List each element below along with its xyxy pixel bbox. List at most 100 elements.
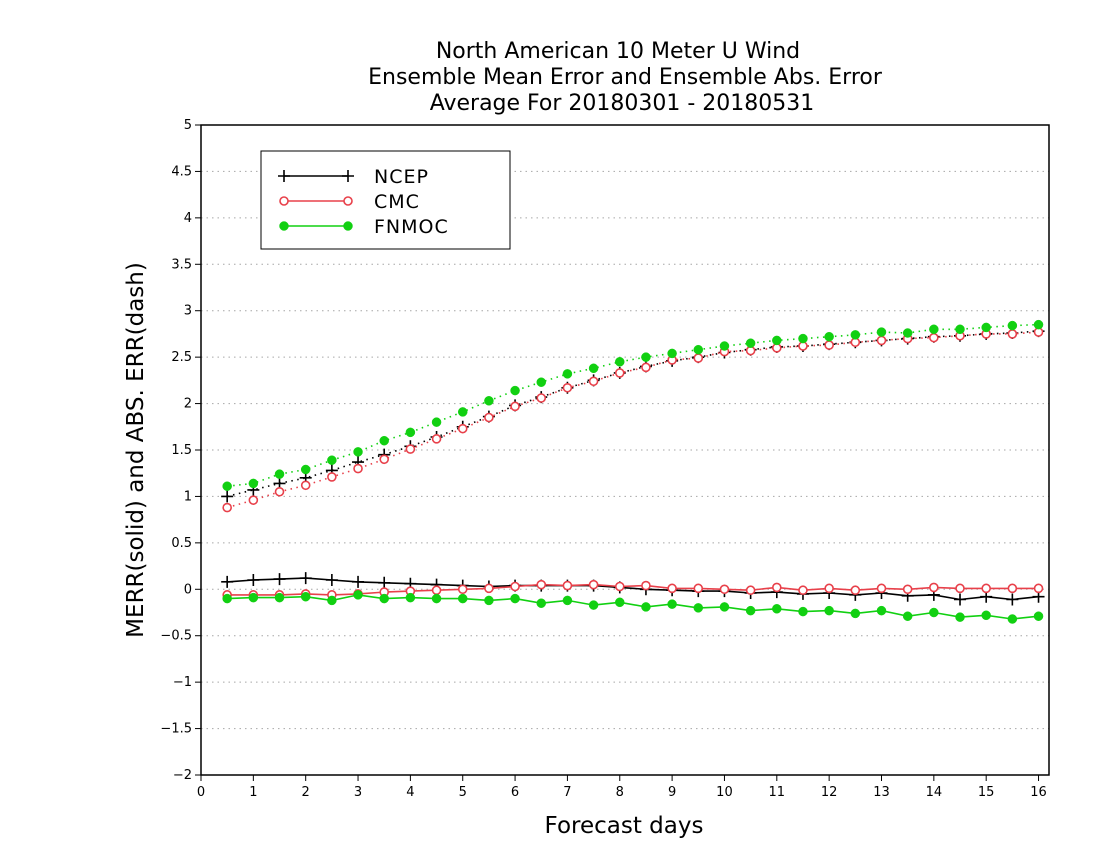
series-ncep-merr-point: [247, 574, 260, 586]
legend-label-fnmoc: FNMOC: [374, 216, 449, 238]
series-fnmoc-abs-err-point: [405, 427, 416, 438]
y-tick-label: 2: [184, 397, 192, 412]
series-fnmoc-merr-point: [536, 598, 546, 608]
y-tick-label: −2: [173, 768, 192, 783]
series-fnmoc-merr-point: [248, 592, 259, 603]
x-tick-label: 13: [873, 785, 890, 800]
series-cmc-merr-point: [719, 584, 730, 595]
legend-label-ncep: NCEP: [374, 166, 429, 188]
chart-title-line-3: Average For 20180301 - 20180531: [430, 91, 815, 116]
series-fnmoc-merr-point: [772, 604, 782, 614]
series-fnmoc-merr-point: [327, 595, 337, 606]
series-cmc-abs-err-point: [405, 444, 416, 454]
series-cmc-abs-err-point: [510, 401, 520, 412]
series-fnmoc-abs-err-point: [693, 344, 704, 355]
x-tick-label: 3: [354, 785, 362, 800]
series-cmc-abs-err-point: [457, 423, 468, 434]
series-fnmoc-abs-err-point: [457, 407, 468, 417]
series-fnmoc-abs-err-point: [745, 338, 756, 348]
series-fnmoc-merr-point: [824, 605, 834, 616]
series-fnmoc-abs-err-point: [222, 481, 232, 491]
series-fnmoc-abs-err-point: [1007, 320, 1018, 331]
series-cmc-merr-point: [431, 585, 442, 596]
series-fnmoc-abs-err-point: [824, 331, 834, 342]
legend-swatch-marker: [278, 170, 290, 182]
series-ncep-merr-point: [325, 574, 338, 586]
series-fnmoc-abs-err-point: [484, 396, 494, 406]
legend-item-fnmoc: FNMOC: [279, 216, 449, 238]
x-tick-label: 10: [716, 785, 733, 800]
series-fnmoc-abs-err-point: [536, 377, 546, 387]
series-cmc-abs-err-point: [248, 495, 259, 505]
series-cmc-merr-point: [824, 583, 834, 594]
series-fnmoc-merr-point: [850, 608, 861, 619]
series-cmc-abs-err-point: [431, 434, 442, 444]
series-fnmoc-merr-point: [798, 606, 808, 617]
series-fnmoc-merr-point: [562, 595, 573, 606]
series-fnmoc-merr-point: [274, 592, 285, 603]
series-cmc-abs-err-point: [484, 412, 494, 423]
y-tick-label: 4: [184, 211, 192, 226]
series-cmc-merr-point: [798, 585, 808, 596]
series-cmc-abs-err-point: [274, 486, 285, 497]
legend-swatch-marker: [279, 221, 289, 231]
series-cmc-abs-err-point: [929, 332, 939, 343]
series-cmc-merr-point: [562, 580, 573, 591]
series-cmc-abs-err-point: [300, 480, 311, 491]
series-cmc-abs-err-point: [876, 335, 887, 346]
legend-box: [260, 150, 511, 250]
series-cmc-abs-err-point: [327, 472, 337, 482]
legend-swatch-marker: [342, 170, 354, 182]
series-fnmoc-abs-err-point: [274, 469, 285, 479]
series-cmc-merr-point: [981, 583, 991, 594]
x-tick-label: 14: [926, 785, 943, 800]
series-fnmoc-abs-err-point: [588, 363, 599, 374]
series-fnmoc-abs-err-point: [300, 464, 311, 475]
series-fnmoc-abs-err-point: [510, 385, 520, 396]
series-ncep-merr-point: [221, 575, 234, 588]
series-cmc-merr-point: [484, 583, 494, 594]
series-cmc-abs-err-point: [588, 376, 599, 387]
x-tick-label: 5: [459, 785, 467, 800]
series-fnmoc-abs-err-point: [772, 335, 782, 346]
series-fnmoc-abs-err-point: [929, 324, 939, 335]
x-tick-label: 9: [668, 785, 676, 800]
series-cmc-abs-err-point: [1007, 329, 1018, 339]
series-fnmoc-abs-err-point: [981, 322, 991, 333]
series-cmc-abs-err-line: [226, 331, 1039, 509]
series-fnmoc-merr-point: [929, 607, 939, 618]
series-cmc-merr-point: [772, 582, 782, 593]
x-tick-label: 1: [249, 785, 257, 800]
series-fnmoc-merr-point: [615, 597, 625, 608]
series-fnmoc-merr-point: [457, 593, 468, 604]
legend-item-cmc: CMC: [279, 191, 419, 213]
series-fnmoc-abs-err-point: [353, 447, 363, 457]
legend-swatch-marker: [343, 196, 353, 206]
series-fnmoc-merr-point: [902, 611, 913, 621]
series-fnmoc-merr-point: [876, 605, 887, 616]
series-cmc-abs-err-point: [562, 382, 573, 393]
y-tick-label: 0: [184, 582, 192, 597]
series-cmc-merr-point: [588, 579, 599, 590]
series-fnmoc-merr-point: [222, 593, 232, 604]
x-tick-label: 2: [302, 785, 310, 800]
series-fnmoc-merr-point: [379, 593, 389, 604]
x-tick-label: 6: [511, 785, 519, 800]
series-fnmoc-merr-point: [981, 610, 991, 621]
x-tick-label: 12: [821, 785, 838, 800]
series-fnmoc-abs-err-point: [876, 327, 887, 337]
series-ncep-merr-point: [273, 573, 286, 586]
series-fnmoc-merr-point: [588, 600, 599, 610]
legend-item-ncep: NCEP: [278, 166, 429, 188]
series-fnmoc-merr-point: [641, 602, 651, 612]
series-fnmoc-abs-err-point: [667, 348, 677, 359]
series-fnmoc-merr-point: [405, 592, 416, 603]
series-cmc-merr-point: [1033, 583, 1044, 594]
series-fnmoc-merr-point: [693, 603, 704, 613]
y-axis-title: MERR(solid) and ABS. ERR(dash): [123, 262, 149, 638]
series-fnmoc: [222, 319, 1044, 624]
series-fnmoc-abs-err-point: [248, 478, 259, 489]
series-cmc-abs-err-point: [693, 353, 704, 363]
series-fnmoc-merr-point: [955, 612, 965, 622]
series-ncep: [221, 325, 1045, 606]
